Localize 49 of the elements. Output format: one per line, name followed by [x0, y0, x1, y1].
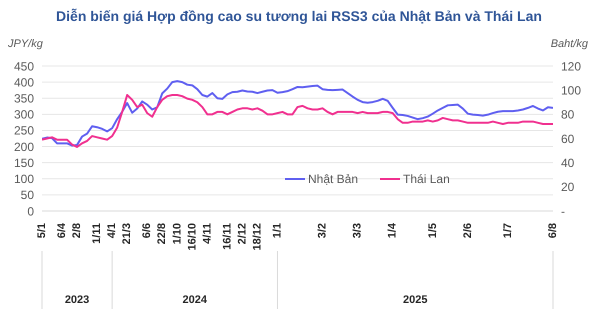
- x-tick-label: 3/2: [316, 223, 329, 238]
- legend-label: Nhật Bản: [308, 172, 358, 186]
- x-tick-label: 6/6: [141, 223, 154, 238]
- text: 2023: [64, 294, 90, 306]
- y2-tick-label: -: [561, 204, 565, 218]
- y2-tick-label: 20: [561, 180, 575, 194]
- y-tick-label: 0: [27, 204, 34, 218]
- x-tick-label: 1/4: [386, 222, 399, 238]
- legend-label: Thái Lan: [403, 172, 450, 186]
- x-tick-label: 1/5: [426, 223, 439, 238]
- x-tick-label: 21/3: [121, 223, 134, 244]
- x-tick-label: 1/7: [502, 223, 514, 238]
- y2-tick-label: 120: [561, 59, 582, 74]
- text: 2025: [402, 294, 428, 306]
- y2-tick-label: 40: [561, 156, 575, 170]
- line-series: [42, 94, 553, 148]
- x-tick-label: 1/11: [91, 223, 104, 244]
- x-tick-label: 16/10: [186, 223, 198, 251]
- y2-tick-label: 100: [561, 83, 582, 98]
- x-tick-label: 2/6: [462, 223, 474, 238]
- chart-title: Diễn biến giá Hợp đồng cao su tương lai RSS3 của Nhật Bản và Thái Lan: [55, 8, 543, 24]
- x-tick-label: 6/4: [56, 222, 68, 238]
- x-tick-label: 1/10: [171, 223, 184, 244]
- x-tick-label: 18/12: [251, 223, 264, 251]
- y-tick-label: 250: [14, 124, 34, 138]
- x-tick-label: 6/8: [547, 223, 559, 238]
- y-tick-label: 200: [14, 140, 34, 154]
- x-tick-label: 2/12: [236, 223, 248, 244]
- x-tick-label: 2/8: [71, 223, 84, 238]
- y2-axis-title: Baht/kg: [550, 38, 588, 50]
- y-tick-label: 450: [14, 59, 34, 74]
- y2-tick-label: 60: [561, 132, 575, 146]
- x-tick-label: 4/1: [106, 223, 118, 238]
- x-tick-label: 3/3: [352, 223, 364, 238]
- x-tick-label: 16/11: [221, 223, 234, 250]
- line-series: [42, 80, 553, 147]
- x-tick-label: 22/8: [156, 223, 168, 244]
- y-tick-label: 150: [14, 156, 34, 170]
- y-tick-label: 300: [14, 108, 34, 122]
- x-tick-label: 4/11: [201, 223, 214, 244]
- text: 2024: [182, 294, 208, 306]
- y-axis-title: JPY/kg: [8, 38, 43, 50]
- y-tick-label: 400: [14, 75, 34, 90]
- x-tick-label: 5/1: [36, 223, 48, 238]
- y-tick-label: 50: [20, 188, 34, 202]
- y-tick-label: 100: [14, 172, 34, 186]
- y-tick-label: 350: [14, 91, 34, 106]
- y2-tick-label: 80: [561, 108, 575, 122]
- x-tick-label: 1/1: [271, 223, 284, 238]
